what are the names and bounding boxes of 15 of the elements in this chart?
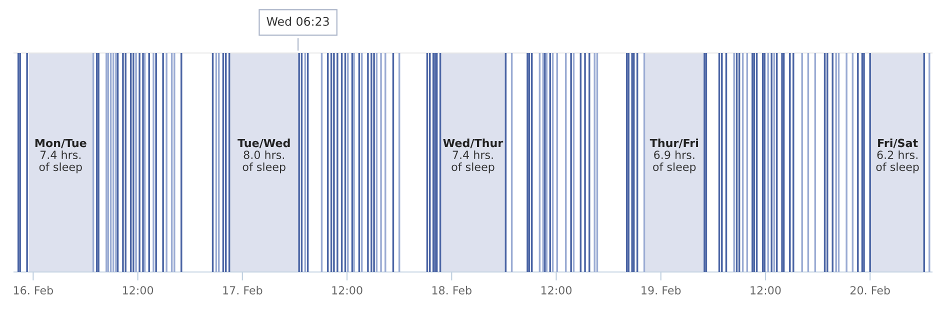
x-tick-label: 19. Feb <box>642 286 681 294</box>
x-tick-label: 12:00 <box>750 286 781 294</box>
band-label: Tue/Wed 8.0 hrs. of sleep <box>238 138 290 174</box>
band-label: Thur/Fri 6.9 hrs. of sleep <box>650 138 698 174</box>
band-label: Wed/Thur 7.4 hrs. of sleep <box>443 138 504 174</box>
x-tick-label: 12:00 <box>123 286 154 294</box>
x-tick-label: 20. Feb <box>850 286 890 294</box>
band-label: Fri/Sat 6.2 hrs. of sleep <box>876 138 919 174</box>
x-tick-label: 17. Feb <box>223 286 262 294</box>
x-tick-label: 12:00 <box>332 286 362 294</box>
x-tick-label: 12:00 <box>541 286 572 294</box>
band-label: Mon/Tue 7.4 hrs. of sleep <box>35 138 86 174</box>
x-tick-label: 16. Feb <box>14 286 54 294</box>
annotation: Wed 06:23 <box>266 16 329 26</box>
x-tick-label: 18. Feb <box>432 286 472 294</box>
